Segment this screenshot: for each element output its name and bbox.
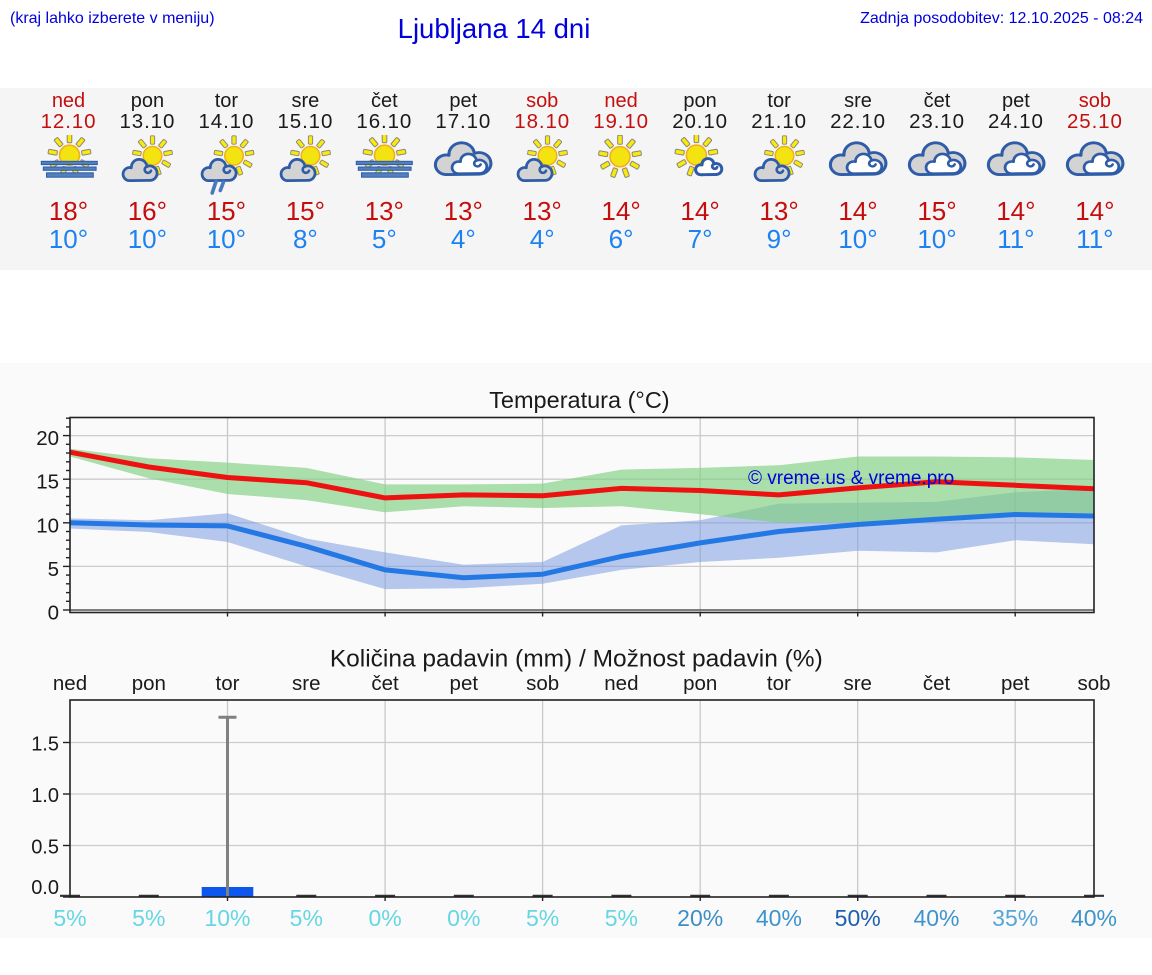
svg-text:1.0: 1.0 [31, 785, 59, 807]
svg-text:10: 10 [36, 514, 59, 537]
svg-text:Temperatura (°C): Temperatura (°C) [489, 387, 669, 413]
svg-text:0.0: 0.0 [31, 877, 59, 899]
svg-text:5%: 5% [290, 905, 323, 931]
svg-text:0: 0 [48, 602, 59, 625]
svg-text:ned: ned [604, 672, 638, 695]
svg-text:pon: pon [683, 672, 717, 695]
svg-text:5: 5 [48, 558, 59, 581]
svg-text:čet: čet [923, 672, 951, 695]
svg-text:10%: 10% [204, 905, 250, 931]
svg-text:sob: sob [1077, 672, 1110, 695]
svg-text:sob: sob [526, 672, 559, 695]
svg-text:sre: sre [843, 672, 871, 695]
svg-text:50%: 50% [835, 905, 881, 931]
svg-text:5%: 5% [53, 905, 86, 931]
svg-text:20%: 20% [677, 905, 723, 931]
svg-text:1.5: 1.5 [31, 734, 59, 756]
svg-text:pet: pet [450, 672, 479, 695]
svg-text:15: 15 [36, 471, 59, 494]
svg-text:5%: 5% [132, 905, 165, 931]
svg-text:tor: tor [216, 672, 240, 695]
svg-text:0%: 0% [368, 905, 401, 931]
svg-text:20: 20 [36, 427, 59, 450]
svg-text:čet: čet [371, 672, 399, 695]
svg-text:0.5: 0.5 [31, 837, 59, 859]
svg-text:pon: pon [132, 672, 166, 695]
svg-text:sre: sre [292, 672, 320, 695]
svg-text:© vreme.us & vreme.pro: © vreme.us & vreme.pro [748, 468, 954, 489]
svg-text:ned: ned [53, 672, 87, 695]
svg-text:40%: 40% [756, 905, 802, 931]
svg-text:0%: 0% [447, 905, 480, 931]
svg-text:5%: 5% [526, 905, 559, 931]
svg-text:pet: pet [1001, 672, 1030, 695]
svg-text:tor: tor [767, 672, 791, 695]
svg-text:40%: 40% [1071, 905, 1117, 931]
svg-text:5%: 5% [605, 905, 638, 931]
svg-text:40%: 40% [913, 905, 959, 931]
svg-text:35%: 35% [992, 905, 1038, 931]
svg-text:Količina padavin (mm) / Možnos: Količina padavin (mm) / Možnost padavin … [330, 646, 823, 673]
